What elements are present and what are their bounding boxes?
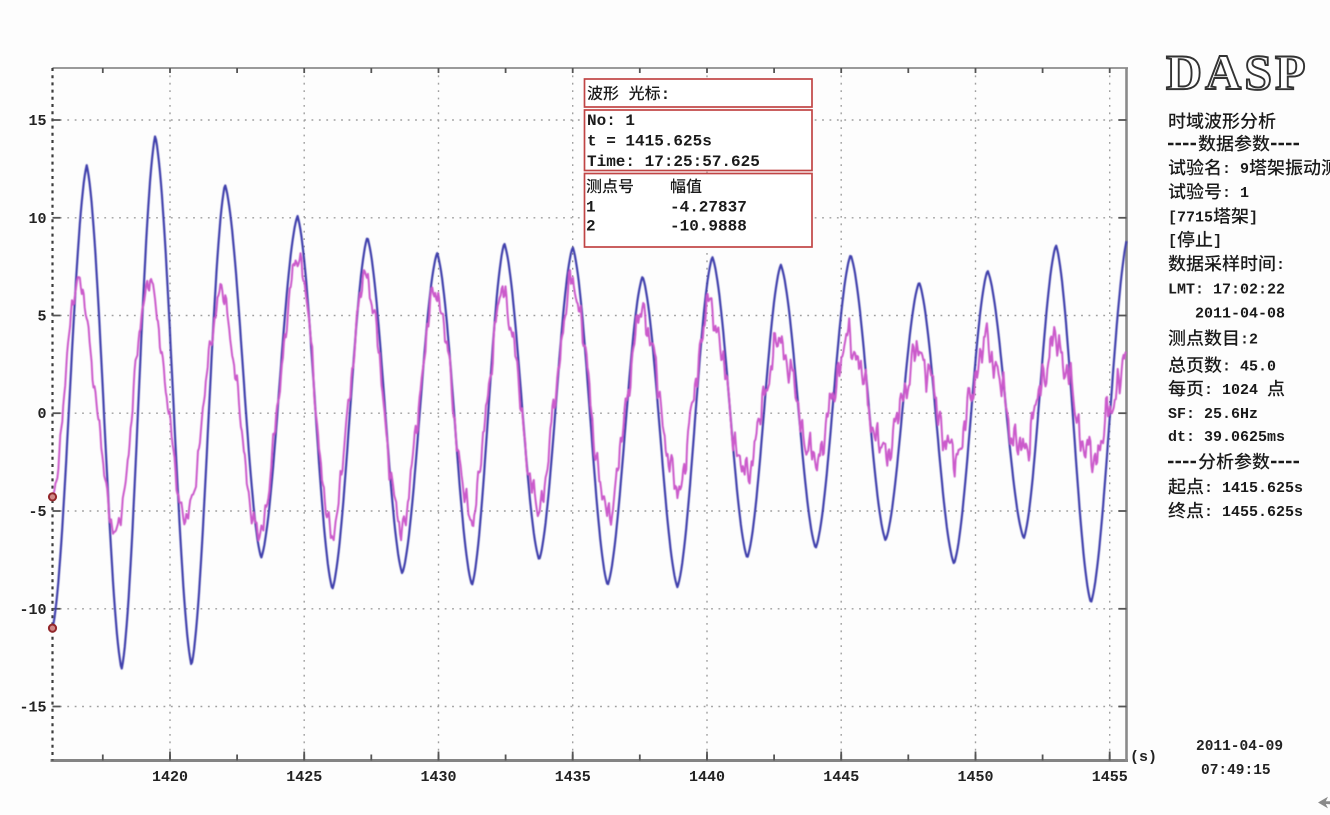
svg-text:1440: 1440 — [689, 769, 725, 786]
svg-text:-5: -5 — [28, 504, 46, 521]
svg-text:1430: 1430 — [420, 769, 456, 786]
svg-text:[: [ — [1168, 233, 1177, 250]
svg-text::: : — [661, 86, 671, 104]
svg-text:-15: -15 — [19, 700, 46, 717]
svg-text:LMT: 17:02:22: LMT: 17:02:22 — [1168, 282, 1285, 299]
svg-text:15: 15 — [28, 113, 46, 130]
svg-text::2: :2 — [1240, 332, 1258, 349]
svg-text:07:49:15: 07:49:15 — [1201, 763, 1271, 779]
svg-text:DASP: DASP — [1166, 44, 1309, 100]
svg-text:No: 1: No: 1 — [587, 112, 635, 130]
svg-text:: 1415.625s: : 1415.625s — [1204, 480, 1303, 497]
svg-text:]: ] — [1249, 210, 1258, 227]
svg-text:5: 5 — [37, 309, 46, 326]
svg-text:(s): (s) — [1130, 749, 1157, 766]
svg-text:: 1024: : 1024 — [1204, 382, 1267, 399]
svg-text:1445: 1445 — [823, 769, 859, 786]
svg-text:1420: 1420 — [152, 769, 188, 786]
svg-text:1455: 1455 — [1092, 769, 1128, 786]
svg-text:: 45.0: : 45.0 — [1222, 359, 1276, 376]
svg-text:2011-04-08: 2011-04-08 — [1195, 306, 1285, 323]
svg-text:-4.27837: -4.27837 — [670, 199, 747, 217]
svg-text:1425: 1425 — [286, 769, 322, 786]
svg-text:[7715: [7715 — [1168, 210, 1213, 227]
svg-text:0: 0 — [37, 406, 46, 423]
svg-text:-10.9888: -10.9888 — [670, 218, 747, 236]
svg-text:-10: -10 — [19, 602, 46, 619]
svg-text:t = 1415.625s: t = 1415.625s — [587, 133, 712, 151]
svg-text:1450: 1450 — [957, 769, 993, 786]
svg-text:SF: 25.6Hz: SF: 25.6Hz — [1168, 406, 1258, 423]
svg-text:: 9: : 9 — [1222, 161, 1249, 178]
svg-text:2: 2 — [586, 218, 596, 236]
svg-text:: 1455.625s: : 1455.625s — [1204, 504, 1303, 521]
svg-text:dt: 39.0625ms: dt: 39.0625ms — [1168, 429, 1285, 446]
svg-text::: : — [1276, 257, 1285, 274]
svg-text:1: 1 — [586, 199, 596, 217]
svg-text:1435: 1435 — [555, 769, 591, 786]
svg-text:: 1: : 1 — [1222, 185, 1249, 202]
svg-text:Time: 17:25:57.625: Time: 17:25:57.625 — [587, 153, 760, 171]
svg-text:2011-04-09: 2011-04-09 — [1196, 739, 1283, 755]
svg-text:]: ] — [1213, 233, 1222, 250]
svg-text:10: 10 — [28, 211, 46, 228]
